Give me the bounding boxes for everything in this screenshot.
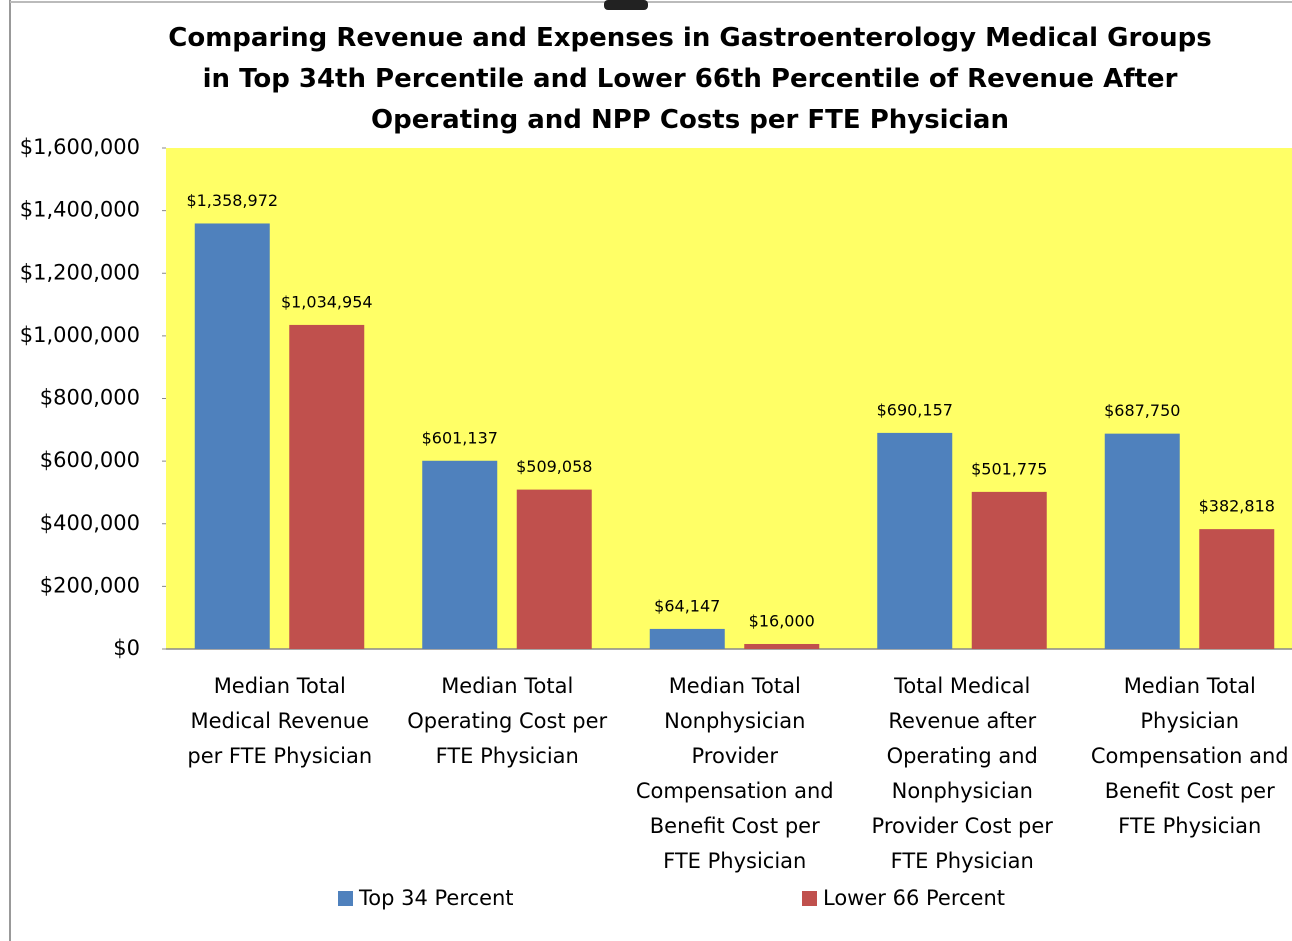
x-tick-label: Median Total Medical Revenue per FTE Physi… xyxy=(187,674,372,768)
y-tick-label: $400,000 xyxy=(40,511,140,535)
bar xyxy=(422,460,498,649)
x-tick-label: Median Total Nonphysician Provider Compensa… xyxy=(636,674,834,873)
x-tick-label: Median Total Physician Compensation and Ben… xyxy=(1091,674,1289,838)
value-label: $64,147 xyxy=(654,596,720,615)
value-label: $1,034,954 xyxy=(281,292,373,311)
y-tick-label: $200,000 xyxy=(40,573,140,597)
legend-swatch xyxy=(338,891,353,906)
value-label: $1,358,972 xyxy=(186,191,278,210)
legend-label: Lower 66 Percent xyxy=(823,886,1005,910)
tab xyxy=(604,0,648,10)
bar xyxy=(1199,529,1275,649)
value-label: $501,775 xyxy=(971,459,1047,478)
bar xyxy=(744,643,820,649)
y-tick-label: $1,400,000 xyxy=(20,198,140,222)
y-tick-label: $600,000 xyxy=(40,448,140,472)
legend-label: Top 34 Percent xyxy=(358,886,514,910)
value-label: $687,750 xyxy=(1104,401,1180,420)
chart-title: Comparing Revenue and Expenses in Gastro… xyxy=(168,23,1211,135)
bar xyxy=(649,628,725,649)
bar xyxy=(289,324,365,649)
value-label: $16,000 xyxy=(749,611,815,630)
value-label: $601,137 xyxy=(422,428,498,447)
y-tick-label: $1,200,000 xyxy=(20,260,140,284)
y-tick-label: $1,600,000 xyxy=(20,135,140,159)
bar xyxy=(516,489,592,649)
x-tick-label: Total Medical Revenue after Operating and N… xyxy=(872,674,1054,873)
bar xyxy=(971,491,1047,649)
bar xyxy=(194,223,270,649)
bar xyxy=(1104,433,1180,649)
y-tick-label: $0 xyxy=(113,636,140,660)
y-tick-label: $1,000,000 xyxy=(20,323,140,347)
value-label: $382,818 xyxy=(1199,497,1275,516)
bar xyxy=(877,432,953,649)
value-label: $509,058 xyxy=(516,457,592,476)
x-tick-label: Median Total Operating Cost per FTE Physic… xyxy=(407,674,607,768)
y-tick-label: $800,000 xyxy=(40,386,140,410)
legend-swatch xyxy=(802,891,817,906)
value-label: $690,157 xyxy=(877,400,953,419)
